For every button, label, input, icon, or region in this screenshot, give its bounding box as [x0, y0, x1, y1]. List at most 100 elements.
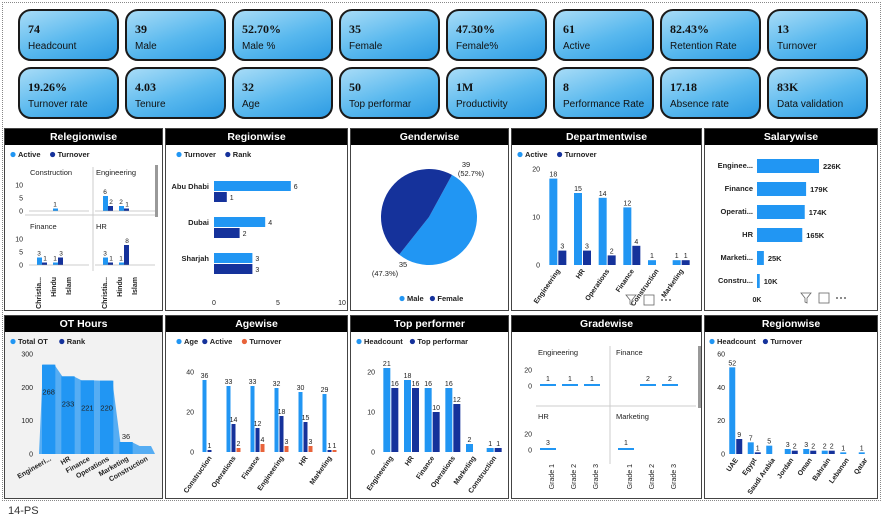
filter-icon — [800, 292, 812, 304]
bar — [383, 368, 391, 452]
top-panel[interactable]: Top performer Headcount Top performar 20 10 0… — [350, 315, 509, 499]
data-label: 52 — [728, 360, 736, 367]
ot-chart[interactable]: Total OT Rank 300 200 100 0 268 233 221 220 36 Engi… — [5, 332, 164, 499]
bar — [757, 182, 807, 196]
kpi-card[interactable]: 4.03 Tenure — [125, 67, 226, 119]
data-label: 3 — [585, 244, 589, 251]
data-label: 3 — [37, 251, 41, 258]
data-label: 15 — [574, 186, 582, 193]
data-label: 1 — [590, 376, 594, 383]
bar — [540, 384, 556, 386]
y-tick-label: Dubai — [188, 218, 209, 227]
data-label: 3 — [255, 256, 259, 263]
data-label: 1 — [109, 256, 113, 263]
x-tick-label: HR — [298, 455, 310, 467]
bar — [828, 450, 835, 454]
data-label: 9 — [737, 432, 741, 439]
data-label: 1 — [624, 440, 628, 447]
kpi-card[interactable]: 35 Female — [339, 9, 440, 61]
region2-panel[interactable]: Regionwise Headcount Turnover 60 40 20 0 52 9 UAE… — [704, 315, 878, 499]
kpi-card[interactable]: 32 Age — [232, 67, 333, 119]
religion-chart[interactable]: Active TurnoverConstruction1Engineering62… — [5, 145, 164, 311]
data-label: 14 — [599, 191, 607, 198]
y-tick-label: 0 — [19, 263, 23, 270]
region-chart[interactable]: Turnover Rank Abu Dhabi 6 1 Dubai 4 2 Sharjah 3 3 0… — [166, 145, 349, 311]
kpi-card[interactable]: 39 Male — [125, 9, 226, 61]
data-label: 2 — [468, 437, 472, 444]
legend-marker — [557, 151, 563, 158]
bar — [562, 384, 578, 386]
grade-chart[interactable]: Engineering 1 1 1 Finance 2 2 HR 3 Marketing 1 20 0 2… — [512, 332, 703, 499]
x-tick-label: Islam — [66, 277, 73, 295]
kpi-card[interactable]: 74 Headcount — [18, 9, 119, 61]
kpi-value: 39 — [135, 22, 147, 36]
data-label: 165K — [806, 231, 825, 240]
data-label: 2 — [646, 376, 650, 383]
data-label: 18 — [549, 172, 557, 179]
bar — [231, 424, 236, 452]
legend-marker — [241, 338, 247, 345]
bar — [432, 412, 440, 452]
data-label: 29 — [321, 387, 329, 394]
bar — [540, 448, 556, 450]
ot-panel[interactable]: OT Hours Total OT Rank 300 200 100 0 268 233 221 2… — [4, 315, 163, 499]
bar — [103, 257, 108, 265]
bar — [810, 450, 817, 454]
kpi-card[interactable]: 47.30% Female% — [446, 9, 547, 61]
kpi-value: 8 — [563, 80, 569, 94]
kpi-card[interactable]: 19.26% Turnover rate — [18, 67, 119, 119]
religion-panel[interactable]: Relegionwise Active Turnover Construction 1 E… — [4, 128, 163, 311]
salary-chart[interactable]: Enginee... 226K Finance 179K Operati... 174K H… — [705, 145, 879, 311]
kpi-card[interactable]: 83K Data validation — [767, 67, 868, 119]
x-tick-label: Egypt — [741, 457, 758, 477]
bar — [214, 181, 291, 191]
department-chart[interactable]: Active Turnover20100183Engineering153HR14… — [512, 145, 703, 311]
data-label: 1 — [650, 253, 654, 260]
kpi-card[interactable]: 8 Performance Rate — [553, 67, 654, 119]
kpi-label: Absence rate — [670, 99, 729, 110]
region-panel[interactable]: Regionwise Turnover Rank Abu Dhabi 6 1 Dubai 4 2… — [165, 128, 348, 311]
kpi-card[interactable]: 13 Turnover — [767, 9, 868, 61]
kpi-card[interactable]: 50 Top performar — [339, 67, 440, 119]
bar — [858, 452, 865, 454]
kpi-card[interactable]: 17.18 Absence rate — [660, 67, 761, 119]
legend-label: Turnover — [565, 150, 597, 159]
kpi-card[interactable]: 1M Productivity — [446, 67, 547, 119]
x-tick-label: Grade 2 — [571, 464, 578, 489]
data-label: 2 — [830, 444, 834, 451]
bar — [549, 178, 558, 265]
y-tick-label: 20 — [524, 432, 532, 439]
bar — [279, 416, 284, 452]
top-chart[interactable]: Headcount Top performar201002116Engineeri… — [351, 332, 510, 499]
bar — [119, 442, 133, 454]
data-label: 1 — [53, 202, 57, 209]
x-tick-label: Qatar — [853, 457, 869, 476]
data-label: 18 — [278, 409, 286, 416]
x-tick-label: Operations — [211, 455, 238, 489]
grade-panel[interactable]: Gradewise Engineering 1 1 1 Finance 2 2 HR 3 Marke… — [511, 315, 702, 499]
department-panel[interactable]: Departmentwise Active Turnover 20 10 0 18 3 Engi… — [511, 128, 702, 311]
legend-label: Headcount — [364, 337, 403, 346]
y-tick-label: 10 — [15, 237, 23, 244]
bar — [308, 446, 313, 452]
kpi-card[interactable]: 61 Active — [553, 9, 654, 61]
region2-chart[interactable]: Headcount Turnover6040200529UAE71Egypt5Sa… — [705, 332, 879, 499]
bar — [803, 449, 810, 454]
x-tick-label: HR — [575, 268, 587, 280]
data-label: 2 — [237, 441, 241, 448]
data-label: 3 — [59, 251, 63, 258]
kpi-card[interactable]: 52.70% Male % — [232, 9, 333, 61]
bar — [236, 448, 241, 452]
kpi-card[interactable]: 82.43% Retention Rate — [660, 9, 761, 61]
gender-chart[interactable]: 39(52.7%) 35(47.3%) Male Female — [351, 145, 510, 311]
x-tick-label: Grade 3 — [593, 464, 600, 489]
gender-panel[interactable]: Genderwise 39 (52.7%) 35 (47.3%) Male Female — [350, 128, 509, 311]
data-label: (52.7%) — [458, 169, 485, 178]
age-panel[interactable]: Agewise Age Active Turnover 40 20 0 36 1 Construc… — [165, 315, 348, 499]
data-label: 15 — [302, 415, 310, 422]
data-label: 4 — [261, 437, 265, 444]
salary-panel[interactable]: Salarywise Enginee... 226K Finance 179K Opera… — [704, 128, 878, 311]
age-chart[interactable]: Age Active Turnover40200361Construction331… — [166, 332, 349, 499]
bar — [260, 444, 265, 452]
kpi-label: Productivity — [456, 99, 508, 110]
